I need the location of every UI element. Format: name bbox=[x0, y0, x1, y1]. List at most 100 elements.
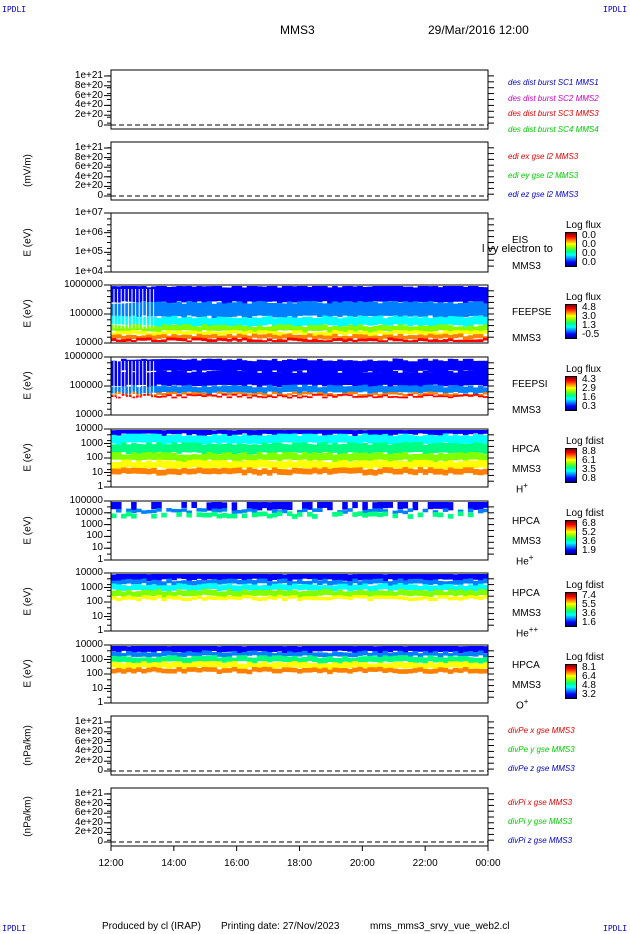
spectrogram-cell bbox=[211, 370, 218, 386]
spectrogram-cell bbox=[442, 657, 449, 664]
y-tick-label: 8e+20 bbox=[74, 151, 103, 163]
spectrogram-cell bbox=[457, 385, 464, 393]
footer-filename: mms_mms3_srvy_vue_web2.cl bbox=[370, 921, 510, 932]
spectrogram-cell bbox=[141, 358, 147, 371]
spectrogram-cell bbox=[477, 459, 484, 468]
y-tick-label: 1e+21 bbox=[74, 70, 103, 81]
spectrogram-cell bbox=[447, 301, 454, 317]
spectrogram-cell bbox=[337, 433, 343, 443]
spectrogram-cell bbox=[452, 574, 459, 582]
spectrogram-p5 bbox=[111, 358, 489, 401]
spectrogram-cell bbox=[181, 334, 187, 339]
spectrogram-cell bbox=[382, 453, 388, 462]
spectrogram-cell bbox=[231, 513, 238, 519]
spectrogram-cell bbox=[286, 460, 293, 468]
spectrogram-cell bbox=[462, 651, 469, 657]
spectrogram-cell bbox=[412, 316, 419, 325]
spectrogram-cell bbox=[161, 393, 167, 396]
spectrogram-cell bbox=[477, 301, 484, 316]
x-tick-label: 18:00 bbox=[286, 858, 313, 869]
spectrogram-cell bbox=[327, 646, 333, 652]
spectrogram-cell bbox=[337, 651, 343, 657]
spectrogram-cell bbox=[462, 430, 469, 436]
spectrogram-cell bbox=[196, 442, 202, 453]
spectrogram-cell bbox=[186, 510, 192, 515]
spectrogram-cell bbox=[322, 331, 328, 336]
spectrogram-cell bbox=[397, 372, 404, 388]
spectrogram-cell bbox=[342, 331, 348, 336]
spectrogram-cell bbox=[206, 393, 213, 396]
spectrogram-cell bbox=[307, 385, 313, 393]
spectrogram-cell bbox=[241, 574, 248, 581]
spectrogram-cell bbox=[296, 435, 303, 445]
spectrogram-cell bbox=[447, 385, 454, 393]
spectrogram-cell bbox=[266, 371, 273, 386]
spectrogram-cell bbox=[116, 315, 122, 325]
spectrogram-cell bbox=[236, 596, 243, 601]
spectrogram-cell bbox=[141, 330, 147, 335]
spectrogram-cell bbox=[256, 330, 263, 334]
spectrogram-cell bbox=[116, 396, 122, 399]
spectrogram-cell bbox=[467, 330, 474, 335]
spectrogram-p8 bbox=[111, 574, 489, 602]
spectrogram-cell bbox=[482, 578, 489, 584]
spectrogram-cell bbox=[221, 663, 228, 669]
spectrogram-cell bbox=[462, 326, 469, 333]
spectrogram-cell bbox=[402, 339, 409, 342]
spectrogram-cell bbox=[156, 656, 162, 663]
spectrogram-cell bbox=[271, 340, 278, 342]
spectrogram-cell bbox=[186, 580, 192, 586]
spectrogram-cell bbox=[422, 325, 429, 332]
spectrogram-cell bbox=[437, 332, 444, 337]
spectrogram-cell bbox=[422, 302, 429, 317]
spectrogram-cell bbox=[342, 655, 348, 662]
x-tick-label: 00:00 bbox=[475, 858, 501, 869]
spectrogram-cell bbox=[196, 286, 202, 302]
spectrogram-cell bbox=[447, 502, 454, 511]
spectrogram-cell bbox=[156, 340, 162, 342]
instrument-label: HPCA bbox=[512, 588, 540, 599]
spectrogram-cell bbox=[266, 667, 273, 672]
spectrogram-cell bbox=[467, 370, 474, 386]
spectrogram-cell bbox=[437, 395, 444, 398]
spectrogram-cell bbox=[352, 502, 358, 509]
spectrogram-cell bbox=[347, 391, 353, 395]
spectrogram-cell bbox=[186, 324, 192, 331]
colorbar-title: Log fdist bbox=[566, 436, 604, 447]
spectrogram-cell bbox=[206, 583, 213, 589]
spectrogram-cell bbox=[166, 578, 172, 584]
colorbar-value: 1.6 bbox=[582, 617, 596, 628]
spectrogram-cell bbox=[251, 394, 258, 397]
spectrogram-cell bbox=[412, 335, 419, 340]
y-tick-label: 1000 bbox=[80, 518, 103, 530]
spectrogram-cell bbox=[357, 651, 363, 656]
spectrogram-cell bbox=[402, 669, 409, 674]
spectrogram-cell bbox=[161, 444, 167, 455]
spectrogram-cell bbox=[141, 286, 147, 302]
spectrogram-cell bbox=[322, 574, 328, 579]
spectrogram-cell bbox=[362, 502, 368, 510]
spectrogram-cell bbox=[211, 589, 218, 596]
spectrogram-cell bbox=[196, 579, 202, 585]
spectrogram-cell bbox=[186, 392, 192, 395]
spectrogram-cell bbox=[181, 303, 187, 319]
spectrogram-cell bbox=[472, 387, 479, 395]
spectrogram-cell bbox=[332, 371, 338, 386]
spectrogram-cell bbox=[437, 595, 444, 599]
spectrogram-cell bbox=[161, 668, 167, 674]
spectrogram-cell bbox=[312, 646, 318, 652]
spectrogram-cell bbox=[261, 387, 268, 395]
spectrogram-cell bbox=[131, 462, 137, 470]
spectrogram-cell bbox=[332, 442, 338, 453]
spectrogram-cell bbox=[216, 386, 223, 394]
spectrogram-cell bbox=[171, 468, 177, 475]
spectrogram-cell bbox=[281, 461, 288, 469]
spectrogram-cell bbox=[246, 669, 253, 675]
spectrogram-cell bbox=[412, 326, 419, 333]
spectrogram-cell bbox=[216, 508, 223, 513]
spectrogram-cell bbox=[417, 338, 424, 341]
spectrogram-cell bbox=[317, 453, 323, 461]
colorbar-value: 4.8 bbox=[582, 302, 596, 313]
spectrogram-cell bbox=[452, 303, 459, 319]
spectrogram-cell bbox=[171, 303, 177, 318]
